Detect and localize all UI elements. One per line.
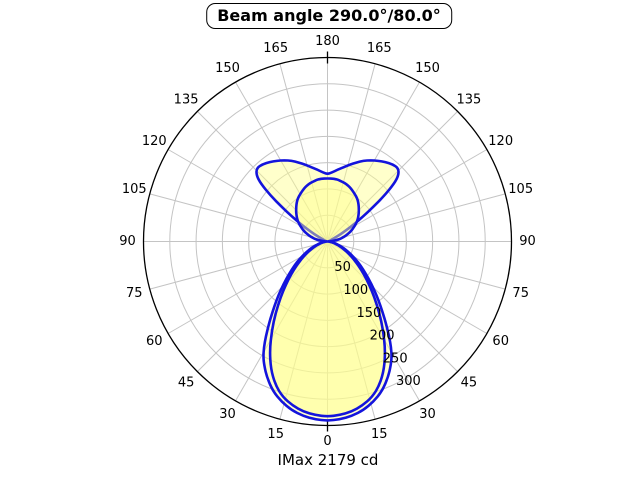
grid-ring <box>221 135 434 348</box>
intensity-curve-plane-wide-290deg <box>255 159 400 422</box>
grid-spoke <box>327 241 420 402</box>
grid-spoke <box>327 111 458 242</box>
angle-label: 60 <box>146 334 163 349</box>
angle-label: 90 <box>519 234 536 249</box>
angle-label: 105 <box>122 182 147 197</box>
grid-spoke <box>327 241 506 290</box>
angle-label: 15 <box>371 427 388 442</box>
radial-label: 100 <box>343 283 368 298</box>
angle-label: 165 <box>367 41 392 56</box>
angle-label: 105 <box>508 182 533 197</box>
grid-spoke <box>327 63 376 242</box>
radial-label: 50 <box>334 260 351 275</box>
grid-spoke <box>327 193 506 242</box>
grid-spoke <box>197 111 328 242</box>
grid-spoke <box>235 241 328 402</box>
angle-label: 120 <box>142 134 167 149</box>
grid-ring <box>195 109 460 374</box>
angle-label: 90 <box>119 234 136 249</box>
angle-label: 150 <box>215 61 240 76</box>
angle-label: 150 <box>415 61 440 76</box>
grid-spoke <box>235 81 328 242</box>
grid-spoke <box>279 63 328 242</box>
angle-label: 30 <box>219 407 236 422</box>
chart-title: Beam angle 290.0°/80.0° <box>206 3 452 29</box>
grid-spoke <box>279 241 328 420</box>
grid-ring <box>274 188 381 295</box>
radial-label: 200 <box>370 329 395 344</box>
angle-label: 135 <box>174 93 199 108</box>
radial-label: 250 <box>383 351 408 366</box>
angle-label: 75 <box>126 286 143 301</box>
grid-spoke <box>149 193 328 242</box>
angle-label: 120 <box>488 134 513 149</box>
angle-label: 180 <box>315 34 340 49</box>
angle-label: 75 <box>512 286 529 301</box>
grid-ring <box>169 83 486 400</box>
radial-label: 150 <box>356 306 381 321</box>
grid-spoke <box>327 241 458 372</box>
angle-label: 135 <box>456 93 481 108</box>
radial-label: 300 <box>396 374 421 389</box>
angle-label: 165 <box>263 41 288 56</box>
grid-spoke <box>327 81 420 242</box>
grid-spoke <box>149 241 328 290</box>
grid-spoke <box>327 241 376 420</box>
angle-label: 45 <box>461 375 478 390</box>
grid-ring <box>300 214 355 269</box>
angle-label: 45 <box>178 375 195 390</box>
intensity-curve-plane-narrow-80deg <box>268 177 387 418</box>
angle-label: 60 <box>492 334 509 349</box>
angle-label: 30 <box>419 407 436 422</box>
grid-ring <box>248 162 407 321</box>
angle-label: 0 <box>323 434 331 449</box>
grid-spoke <box>197 241 328 372</box>
angle-label: 15 <box>267 427 284 442</box>
imax-label: IMax 2179 cd <box>277 451 379 469</box>
